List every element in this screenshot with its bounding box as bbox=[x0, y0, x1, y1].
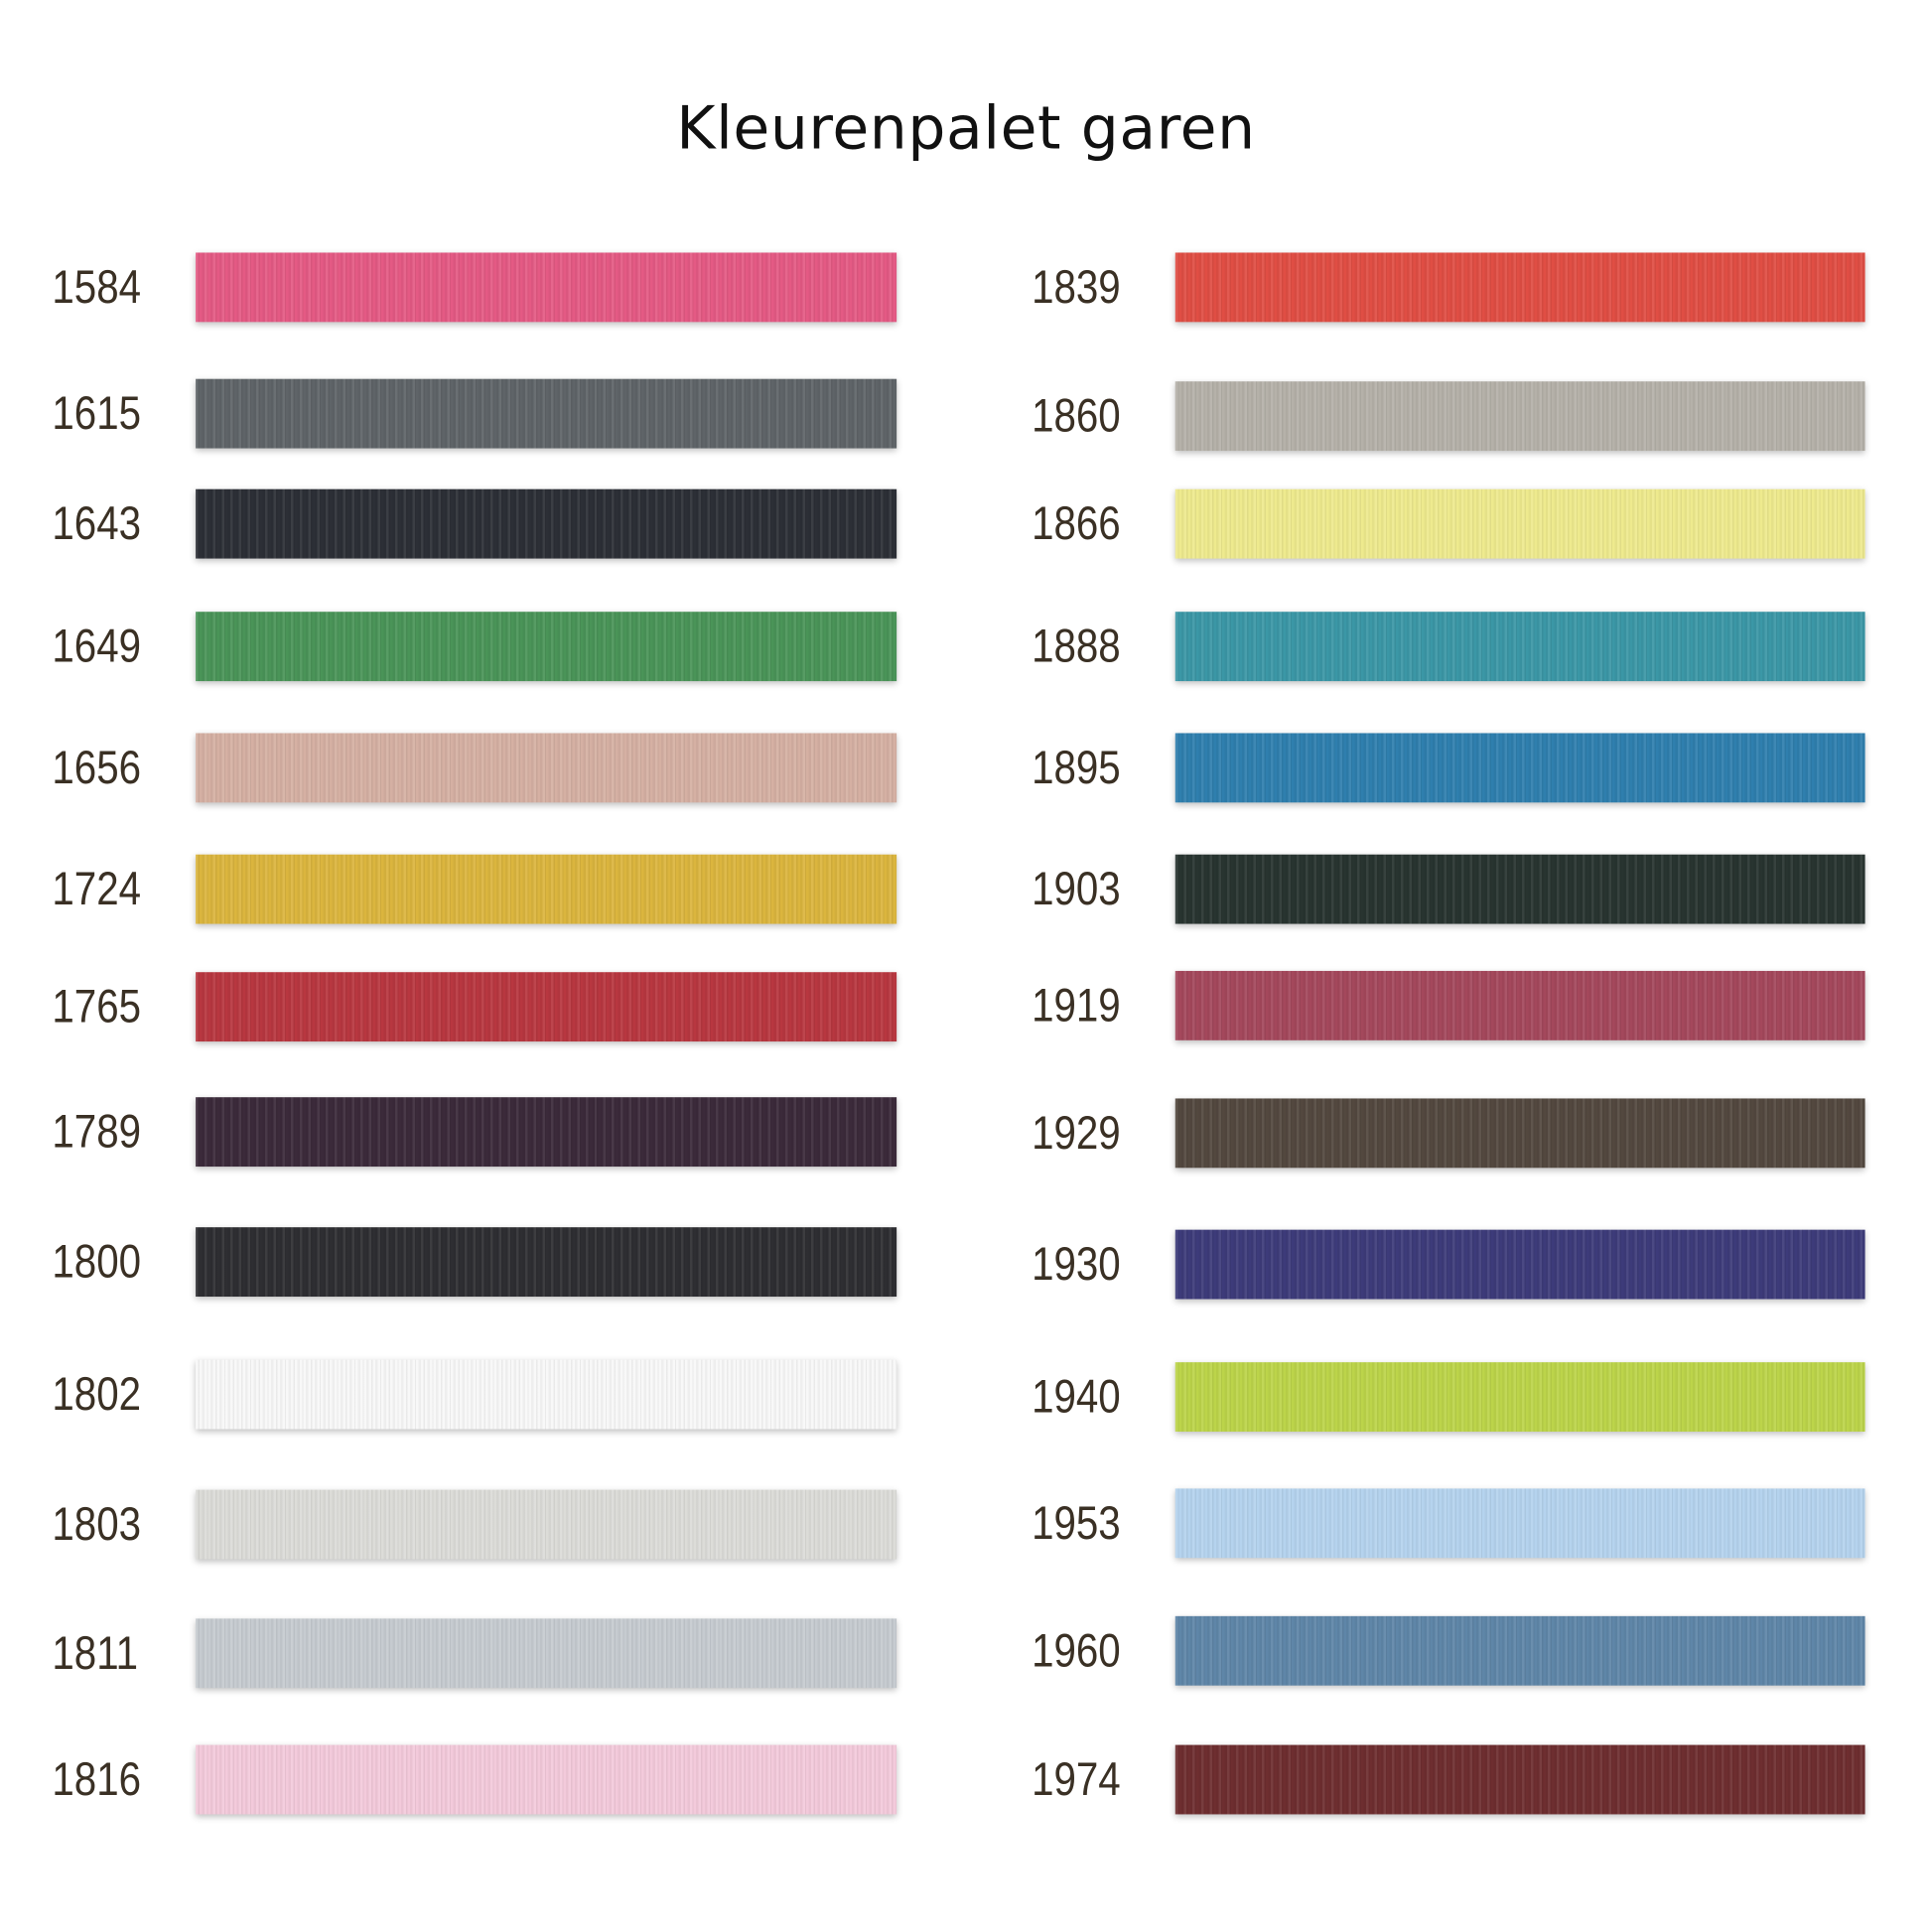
swatch-row-1974: 1974 bbox=[0, 1744, 1932, 1817]
color-code: 1940 bbox=[1032, 1371, 1121, 1424]
color-swatch bbox=[196, 1359, 897, 1430]
swatch-row-1649: 1649 bbox=[0, 612, 1932, 683]
color-code: 1839 bbox=[1032, 261, 1121, 315]
color-swatch bbox=[1174, 381, 1865, 452]
color-code: 1895 bbox=[1032, 742, 1121, 795]
swatch-row-1643: 1643 bbox=[0, 488, 1932, 561]
swatch-row-1839: 1839 bbox=[0, 252, 1932, 324]
color-code: 1953 bbox=[1032, 1497, 1121, 1551]
swatch-row-1888: 1888 bbox=[0, 612, 1932, 683]
color-swatch bbox=[196, 1744, 897, 1815]
swatch-row-1940: 1940 bbox=[0, 1362, 1932, 1434]
color-code: 1765 bbox=[52, 981, 142, 1034]
swatch-row-1903: 1903 bbox=[0, 854, 1932, 926]
page-title: Kleurenpalet garen bbox=[676, 93, 1256, 164]
swatch-row-1919: 1919 bbox=[0, 970, 1932, 1042]
swatch-row-1930: 1930 bbox=[0, 1229, 1932, 1302]
swatch-row-1584: 1584 bbox=[0, 252, 1932, 324]
color-swatch bbox=[1174, 733, 1865, 803]
color-swatch bbox=[196, 378, 897, 449]
swatch-row-1895: 1895 bbox=[0, 733, 1932, 804]
color-swatch bbox=[196, 1489, 897, 1560]
swatch-row-1953: 1953 bbox=[0, 1488, 1932, 1560]
color-swatch bbox=[1174, 1488, 1865, 1559]
color-swatch bbox=[1174, 1744, 1865, 1815]
color-swatch bbox=[196, 612, 897, 682]
color-code: 1789 bbox=[52, 1106, 142, 1159]
color-code: 1656 bbox=[52, 742, 142, 795]
swatch-row-1800: 1800 bbox=[0, 1227, 1932, 1299]
color-swatch bbox=[1174, 1362, 1865, 1432]
color-code: 1974 bbox=[1032, 1753, 1121, 1807]
swatch-row-1929: 1929 bbox=[0, 1098, 1932, 1170]
color-code: 1929 bbox=[1032, 1107, 1121, 1161]
color-code: 1919 bbox=[1032, 980, 1121, 1033]
color-code: 1903 bbox=[1032, 864, 1121, 916]
swatch-row-1789: 1789 bbox=[0, 1097, 1932, 1169]
color-code: 1649 bbox=[52, 621, 142, 673]
color-code: 1724 bbox=[52, 864, 142, 916]
swatch-row-1802: 1802 bbox=[0, 1359, 1932, 1432]
color-code: 1803 bbox=[52, 1498, 142, 1552]
color-swatch bbox=[1174, 970, 1865, 1040]
swatch-row-1866: 1866 bbox=[0, 488, 1932, 561]
color-swatch bbox=[196, 1227, 897, 1298]
color-swatch bbox=[196, 854, 897, 924]
color-swatch bbox=[1174, 1229, 1865, 1300]
color-swatch bbox=[196, 733, 897, 803]
color-swatch bbox=[196, 1618, 897, 1689]
color-swatch bbox=[196, 252, 897, 323]
color-code: 1802 bbox=[52, 1369, 142, 1422]
color-code: 1930 bbox=[1032, 1239, 1121, 1292]
swatch-row-1960: 1960 bbox=[0, 1615, 1932, 1688]
color-code: 1811 bbox=[52, 1627, 139, 1681]
color-code: 1866 bbox=[1032, 498, 1121, 551]
color-code: 1615 bbox=[52, 388, 142, 441]
color-code: 1816 bbox=[52, 1753, 142, 1807]
swatch-row-1811: 1811 bbox=[0, 1618, 1932, 1690]
swatch-row-1816: 1816 bbox=[0, 1744, 1932, 1817]
color-swatch bbox=[1174, 1615, 1865, 1686]
swatch-row-1765: 1765 bbox=[0, 972, 1932, 1043]
color-code: 1960 bbox=[1032, 1625, 1121, 1678]
swatch-row-1724: 1724 bbox=[0, 854, 1932, 926]
color-swatch bbox=[1174, 1098, 1865, 1169]
swatch-row-1860: 1860 bbox=[0, 381, 1932, 453]
color-code: 1643 bbox=[52, 498, 142, 551]
swatch-row-1803: 1803 bbox=[0, 1489, 1932, 1562]
color-swatch bbox=[1174, 252, 1865, 323]
color-code: 1800 bbox=[52, 1236, 142, 1289]
swatch-row-1656: 1656 bbox=[0, 733, 1932, 804]
color-swatch bbox=[1174, 854, 1865, 924]
color-code: 1888 bbox=[1032, 621, 1121, 673]
swatch-row-1615: 1615 bbox=[0, 378, 1932, 451]
color-swatch bbox=[196, 1097, 897, 1168]
color-swatch bbox=[1174, 488, 1865, 559]
color-swatch bbox=[196, 488, 897, 559]
color-code: 1584 bbox=[52, 261, 142, 315]
color-swatch bbox=[196, 972, 897, 1042]
color-code: 1860 bbox=[1032, 390, 1121, 443]
color-swatch bbox=[1174, 612, 1865, 682]
